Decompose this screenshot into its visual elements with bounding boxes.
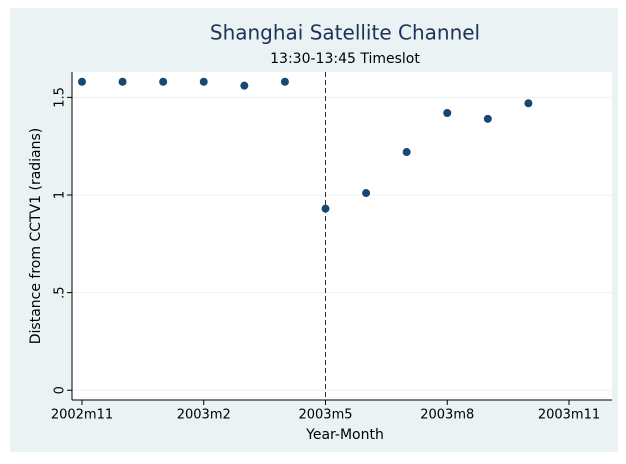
point xyxy=(280,77,289,86)
y-tick-label: 1.5 xyxy=(53,87,68,108)
point xyxy=(199,77,208,86)
y-tick-label: 0 xyxy=(53,386,68,394)
point xyxy=(118,77,127,86)
x-axis-label: Year-Month xyxy=(305,427,384,443)
point xyxy=(443,109,452,117)
y-axis-label: Distance from CCTV1 (radians) xyxy=(28,128,44,345)
chart-title: Shanghai Satellite Channel xyxy=(210,21,480,45)
x-tick-label: 2003m11 xyxy=(538,408,600,423)
point xyxy=(402,148,411,157)
x-tick-label: 2003m8 xyxy=(420,408,474,423)
point xyxy=(362,189,371,198)
x-tick-label: 2002m11 xyxy=(51,408,113,423)
point xyxy=(78,77,86,86)
y-tick-label: .5 xyxy=(53,286,68,298)
point xyxy=(483,114,492,123)
point xyxy=(321,204,330,213)
point xyxy=(240,81,249,90)
plot-area xyxy=(72,72,612,400)
point xyxy=(524,99,533,108)
x-tick-label: 2003m5 xyxy=(298,408,352,423)
point xyxy=(159,77,168,86)
x-tick-label: 2003m2 xyxy=(177,408,231,423)
chart-subtitle: 13:30-13:45 Timeslot xyxy=(270,51,420,67)
y-tick-label: 1 xyxy=(53,191,68,199)
